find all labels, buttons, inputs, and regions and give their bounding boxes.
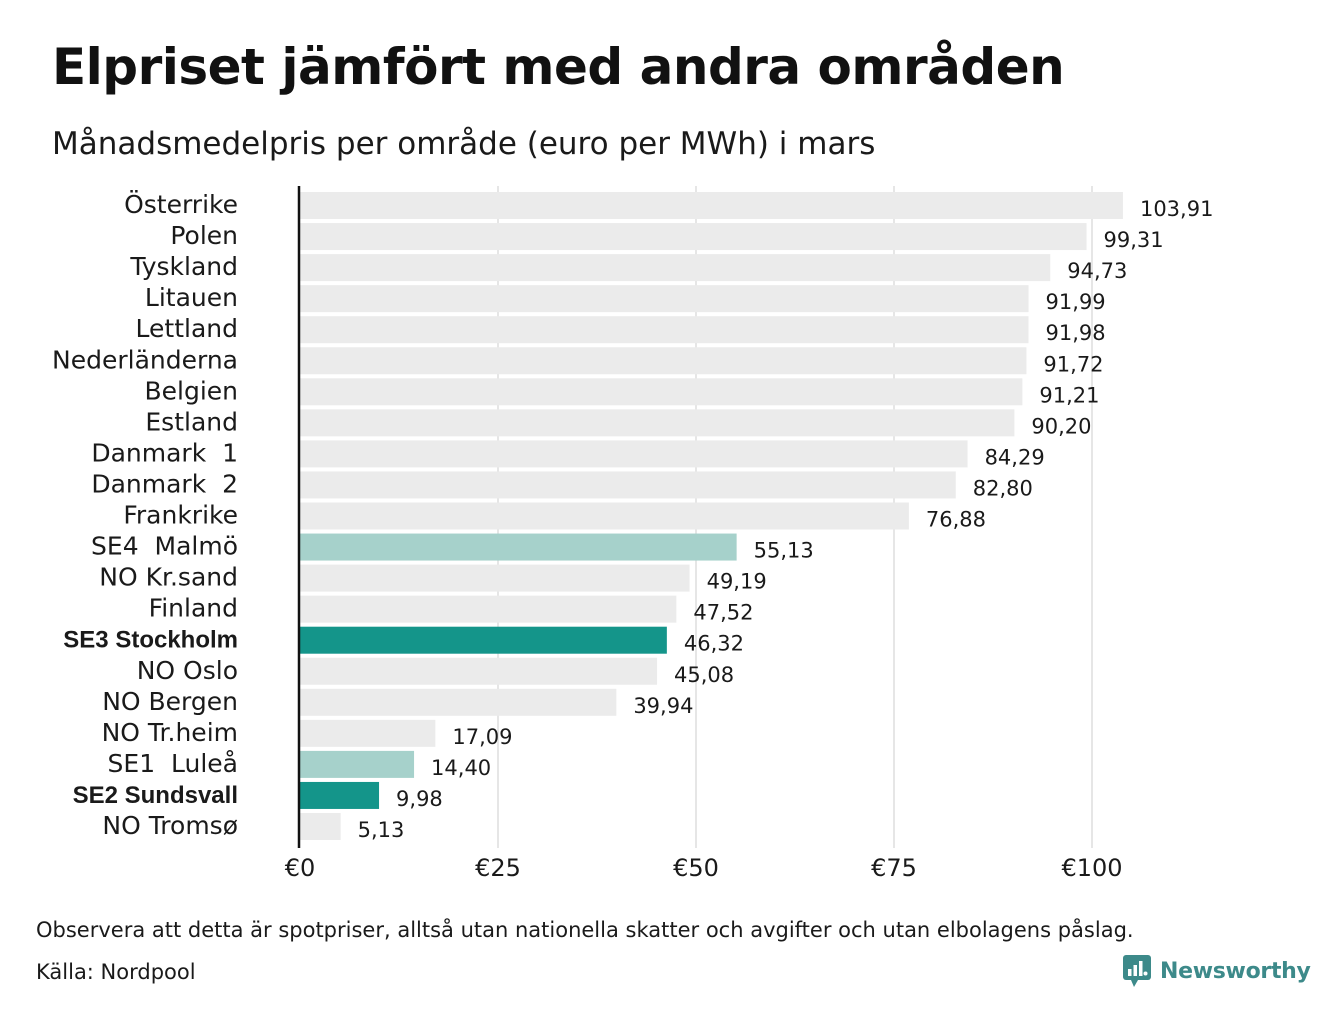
value-label: 5,13 — [358, 818, 405, 842]
value-label: 14,40 — [431, 756, 491, 780]
value-label: 49,19 — [707, 570, 767, 594]
category-label: Danmark 2 — [91, 469, 238, 498]
bar — [300, 440, 968, 468]
value-label: 91,72 — [1043, 352, 1103, 376]
bar — [300, 285, 1029, 313]
value-label: 39,94 — [633, 694, 693, 718]
newsworthy-logo: Newsworthy — [1122, 954, 1311, 988]
category-label: Estland — [145, 407, 238, 436]
category-label: Belgien — [144, 376, 238, 405]
value-label: 46,32 — [684, 632, 744, 656]
x-tick-label: €50 — [673, 854, 719, 882]
bar — [300, 657, 658, 685]
bar — [300, 378, 1023, 406]
category-label: NO Tr.heim — [102, 718, 238, 747]
category-label: Lettland — [136, 314, 238, 343]
chart-subtitle: Månadsmedelpris per område (euro per MWh… — [52, 126, 876, 162]
value-label: 17,09 — [452, 725, 512, 749]
x-tick-label: €75 — [871, 854, 917, 882]
category-label: NO Kr.sand — [99, 563, 238, 592]
value-label: 90,20 — [1031, 414, 1091, 438]
category-label: SE1 Luleå — [108, 749, 238, 778]
category-label: Österrike — [124, 190, 238, 219]
category-label: SE4 Malmö — [91, 532, 238, 561]
category-label: SE3 Stockholm — [63, 627, 238, 654]
category-label: Frankrike — [123, 501, 238, 530]
newsworthy-bar-chart-speech-bubble-icon — [1123, 955, 1151, 987]
bar — [300, 502, 909, 530]
value-label: 103,91 — [1140, 197, 1213, 221]
value-label: 45,08 — [674, 663, 734, 687]
bar — [300, 254, 1051, 282]
category-label: Tyskland — [129, 252, 238, 281]
x-tick-label: €25 — [475, 854, 521, 882]
category-label: Polen — [170, 221, 238, 250]
value-label: 76,88 — [926, 508, 986, 532]
value-label: 94,73 — [1067, 259, 1127, 283]
bar — [300, 564, 690, 592]
category-label: NO Oslo — [137, 656, 238, 685]
value-label: 82,80 — [973, 476, 1033, 500]
x-tick-label: €100 — [1061, 854, 1122, 882]
bar — [300, 347, 1027, 375]
bar — [300, 409, 1015, 437]
bar-chart: Österrike 103,91 Polen 99,31 Tyskland 94,73 Li… — [52, 186, 1213, 882]
chart-title: Elpriset jämfört med andra områden — [52, 38, 1065, 96]
value-label: 55,13 — [754, 539, 814, 563]
source-label: Källa: Nordpool — [36, 960, 196, 984]
x-tick-label: €0 — [285, 854, 316, 882]
bar — [300, 223, 1087, 251]
value-label: 91,21 — [1039, 383, 1099, 407]
bar — [300, 781, 380, 809]
value-label: 91,99 — [1046, 290, 1106, 314]
logo-text: Newsworthy — [1160, 958, 1311, 984]
category-label: Danmark 1 — [91, 438, 238, 467]
bar — [300, 192, 1123, 219]
value-label: 91,98 — [1045, 321, 1105, 345]
category-label: NO Bergen — [102, 687, 238, 716]
category-label: NO Tromsø — [102, 811, 238, 840]
bar — [300, 471, 956, 499]
bar — [300, 626, 667, 654]
value-label: 47,52 — [693, 601, 753, 625]
bar — [300, 316, 1029, 344]
category-label: SE2 Sundsvall — [73, 782, 238, 809]
bar — [300, 813, 341, 840]
bar — [300, 750, 415, 778]
bar — [300, 688, 617, 716]
bar — [300, 595, 677, 623]
category-label: Litauen — [145, 283, 238, 312]
bar — [300, 719, 436, 747]
value-label: 99,31 — [1104, 228, 1164, 252]
category-label: Nederländerna — [52, 345, 238, 374]
value-label: 84,29 — [985, 445, 1045, 469]
category-label: Finland — [149, 594, 238, 623]
bar — [300, 533, 737, 561]
value-label: 9,98 — [396, 787, 443, 811]
footnote: Observera att detta är spotpriser, allts… — [36, 918, 1134, 942]
